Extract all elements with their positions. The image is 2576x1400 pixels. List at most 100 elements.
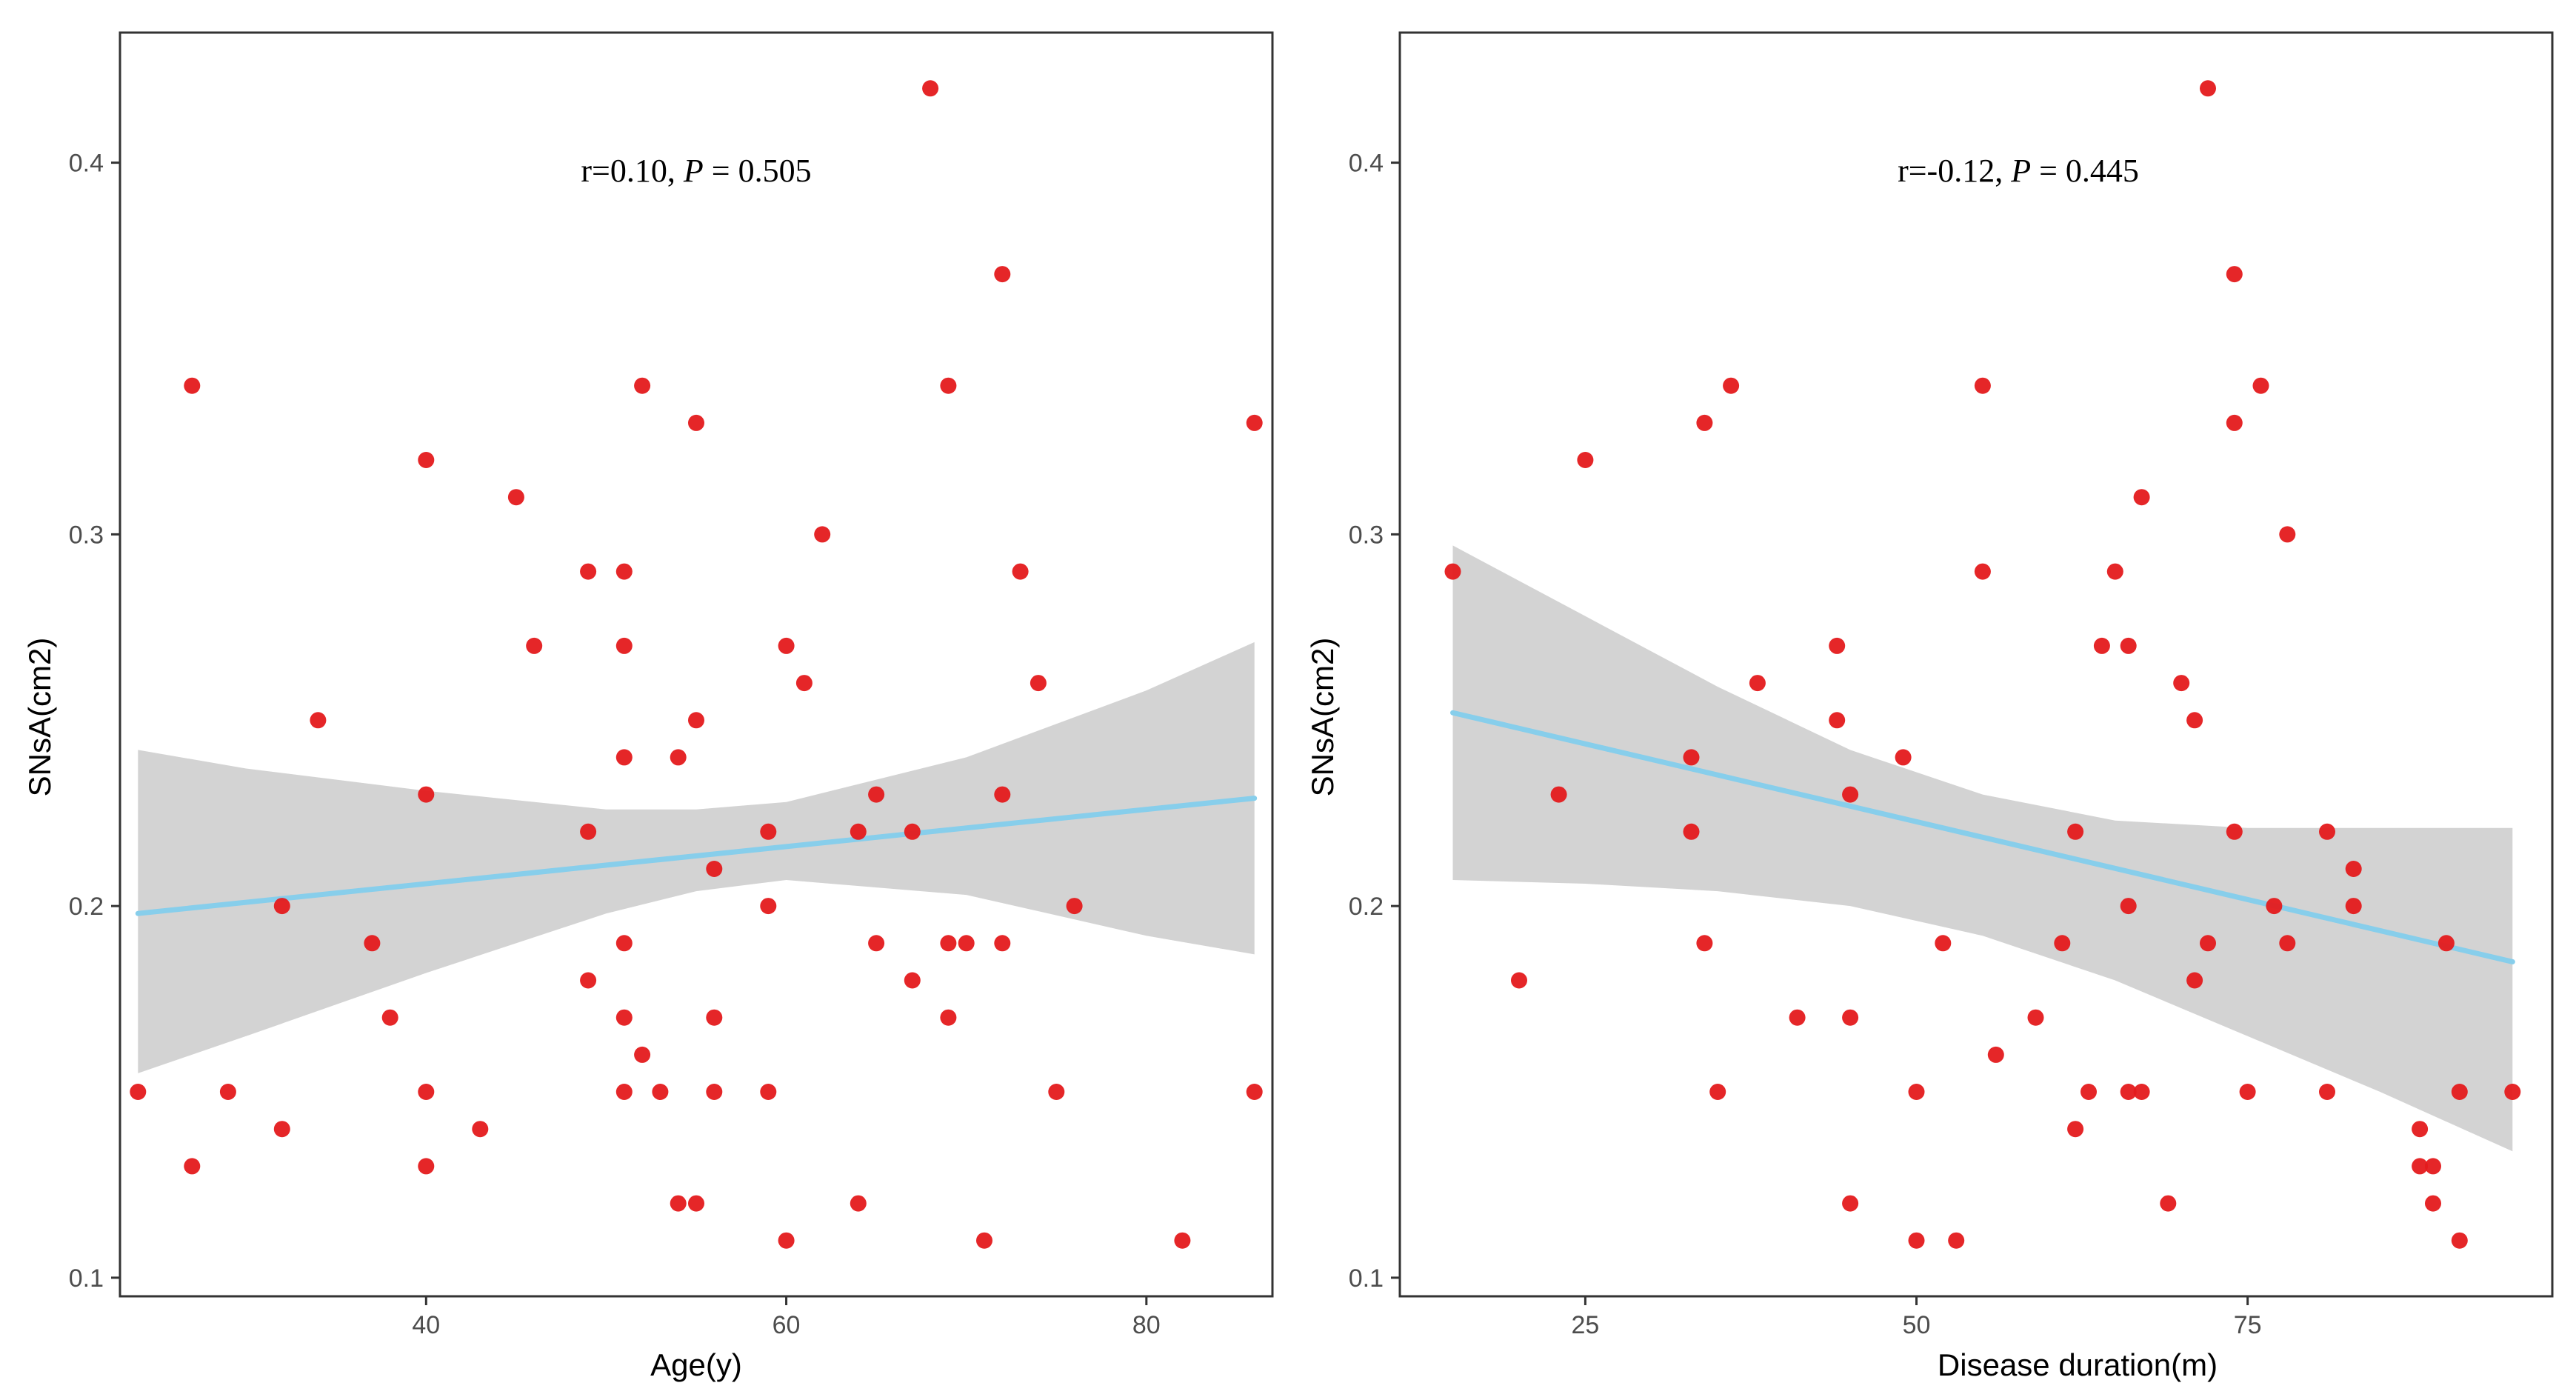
data-point bbox=[580, 563, 597, 580]
data-point bbox=[760, 1084, 777, 1100]
data-point bbox=[2067, 1121, 2084, 1138]
x-axis-ticks: 40 60 80 bbox=[412, 1296, 1161, 1339]
data-point bbox=[184, 1158, 201, 1175]
data-point bbox=[2504, 1084, 2521, 1100]
panel-border bbox=[119, 31, 1274, 1298]
data-point bbox=[2345, 898, 2362, 915]
y-tick-label: 0.2 bbox=[69, 893, 104, 921]
y-axis-title: SNsA(cm2) bbox=[1305, 638, 1340, 797]
data-point bbox=[688, 712, 704, 729]
data-point bbox=[2412, 1158, 2429, 1175]
data-point bbox=[850, 1195, 867, 1212]
x-axis-ticks: 25 50 75 bbox=[1571, 1296, 2262, 1339]
data-point bbox=[976, 1232, 992, 1249]
data-point bbox=[1908, 1232, 1925, 1249]
data-point bbox=[652, 1084, 669, 1100]
regression-line bbox=[1450, 710, 2515, 964]
data-point bbox=[2160, 1195, 2177, 1212]
data-point bbox=[615, 1084, 633, 1100]
data-point bbox=[1444, 563, 1461, 580]
data-point bbox=[994, 935, 1011, 952]
y-tick-label: 0.2 bbox=[1349, 893, 1384, 921]
data-point bbox=[1066, 898, 1083, 915]
data-point bbox=[2412, 1121, 2429, 1138]
data-point bbox=[670, 749, 687, 766]
x-axis-title: Age(y) bbox=[650, 1347, 742, 1382]
data-point bbox=[634, 377, 651, 394]
data-point bbox=[507, 489, 524, 506]
data-point bbox=[580, 972, 597, 989]
data-point bbox=[706, 861, 723, 877]
data-point bbox=[2266, 898, 2283, 915]
data-point bbox=[130, 1084, 147, 1100]
data-point bbox=[2252, 377, 2269, 394]
data-point bbox=[778, 637, 795, 654]
data-point bbox=[814, 526, 831, 543]
data-point bbox=[2120, 898, 2137, 915]
data-point bbox=[1550, 786, 1567, 803]
data-point bbox=[418, 452, 435, 468]
data-point bbox=[868, 935, 885, 952]
scatter-points bbox=[1444, 80, 2521, 1249]
data-point bbox=[184, 377, 201, 394]
data-point bbox=[2319, 823, 2335, 840]
data-point bbox=[994, 266, 1011, 283]
chart-panel-age: 40 60 80 0.1 0.2 0.3 0.4 r=0.10, P = 0.505 Ag… bbox=[22, 31, 1274, 1382]
data-point bbox=[1696, 414, 1713, 431]
data-point bbox=[273, 898, 290, 915]
x-tick-label: 80 bbox=[1132, 1311, 1161, 1339]
data-point bbox=[310, 712, 327, 729]
data-point bbox=[706, 1009, 723, 1026]
data-point bbox=[2081, 1084, 2097, 1100]
data-point bbox=[688, 1195, 704, 1212]
data-point bbox=[418, 1084, 435, 1100]
data-point bbox=[706, 1084, 723, 1100]
data-point bbox=[778, 1232, 795, 1249]
data-point bbox=[2054, 935, 2071, 952]
data-point bbox=[904, 972, 921, 989]
x-tick-label: 40 bbox=[412, 1311, 440, 1339]
data-point bbox=[2067, 823, 2084, 840]
data-point bbox=[615, 637, 633, 654]
data-point bbox=[2226, 414, 2243, 431]
data-point bbox=[2425, 1158, 2441, 1175]
data-point bbox=[381, 1009, 398, 1026]
data-point bbox=[615, 563, 633, 580]
plot-frame bbox=[119, 31, 1274, 1298]
data-point bbox=[1935, 935, 1952, 952]
data-point bbox=[1749, 675, 1766, 692]
regression-line bbox=[135, 796, 1258, 916]
data-point bbox=[1789, 1009, 1806, 1026]
data-point bbox=[2133, 489, 2150, 506]
data-point bbox=[526, 637, 543, 654]
panel-border bbox=[1398, 31, 2554, 1298]
y-tick-label: 0.1 bbox=[1349, 1264, 1384, 1293]
data-point bbox=[273, 1121, 290, 1138]
data-point bbox=[1908, 1084, 1925, 1100]
data-point bbox=[1577, 452, 1594, 468]
data-point bbox=[634, 1046, 651, 1063]
fit-line bbox=[1450, 710, 2515, 964]
data-point bbox=[940, 935, 957, 952]
data-point bbox=[904, 823, 921, 840]
data-point bbox=[1974, 377, 1991, 394]
data-point bbox=[2133, 1084, 2150, 1100]
data-point bbox=[580, 823, 597, 840]
scatter-points bbox=[130, 80, 1263, 1249]
data-point bbox=[2200, 935, 2216, 952]
y-axis-ticks: 0.1 0.2 0.3 0.4 bbox=[69, 150, 120, 1293]
y-axis-title: SNsA(cm2) bbox=[22, 638, 57, 797]
confidence-band bbox=[1452, 545, 2513, 1152]
data-point bbox=[1829, 637, 1846, 654]
data-point bbox=[940, 1009, 957, 1026]
y-tick-label: 0.3 bbox=[1349, 521, 1384, 549]
data-point bbox=[2279, 935, 2296, 952]
data-point bbox=[2226, 266, 2243, 283]
y-tick-label: 0.3 bbox=[69, 521, 104, 549]
data-point bbox=[2120, 637, 2137, 654]
data-point bbox=[1948, 1232, 1965, 1249]
data-point bbox=[2279, 526, 2296, 543]
data-point bbox=[2345, 861, 2362, 877]
data-point bbox=[2186, 972, 2203, 989]
data-point bbox=[958, 935, 975, 952]
